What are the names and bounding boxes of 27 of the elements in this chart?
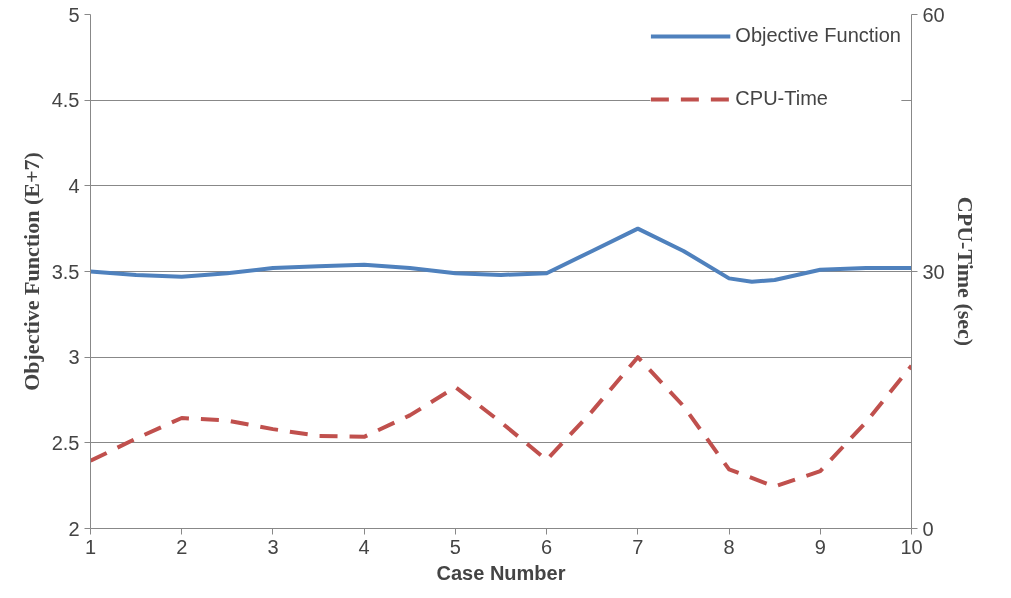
x-tick-label: 3	[267, 535, 279, 558]
y2-axis-title: CPU-Time (sec)	[952, 196, 978, 347]
x-tick-label: 2	[176, 535, 188, 558]
x-tick-label: 6	[541, 535, 553, 558]
legend-label: Objective Function	[735, 24, 901, 47]
x-tick-label: 8	[723, 535, 735, 558]
y-tick-label: 3.5	[51, 260, 80, 283]
y-tick-label: 2	[68, 517, 80, 540]
y-tick-label: 4	[68, 174, 80, 197]
y-axis-title: Objective Function (E+7)	[18, 152, 44, 391]
x-axis-title: Case Number	[436, 561, 566, 584]
x-tick-label: 7	[632, 535, 644, 558]
line-series	[90, 226, 912, 284]
x-tick-label: 9	[814, 535, 826, 558]
y2-tick-label: 60	[922, 3, 945, 26]
line-series	[90, 355, 912, 489]
y-tick-label: 3	[68, 346, 80, 369]
y2-tick-label: 0	[922, 517, 934, 540]
x-tick-label: 10	[900, 535, 923, 558]
x-tick-label: 4	[358, 535, 370, 558]
y-tick-label: 5	[68, 3, 80, 26]
y-tick-label: 4.5	[51, 89, 80, 112]
y-tick-label: 2.5	[51, 431, 80, 454]
y2-tick-label: 30	[922, 260, 945, 283]
legend-label: CPU-Time	[735, 87, 828, 110]
x-tick-label: 5	[449, 535, 461, 558]
x-tick-label: 1	[84, 535, 97, 558]
